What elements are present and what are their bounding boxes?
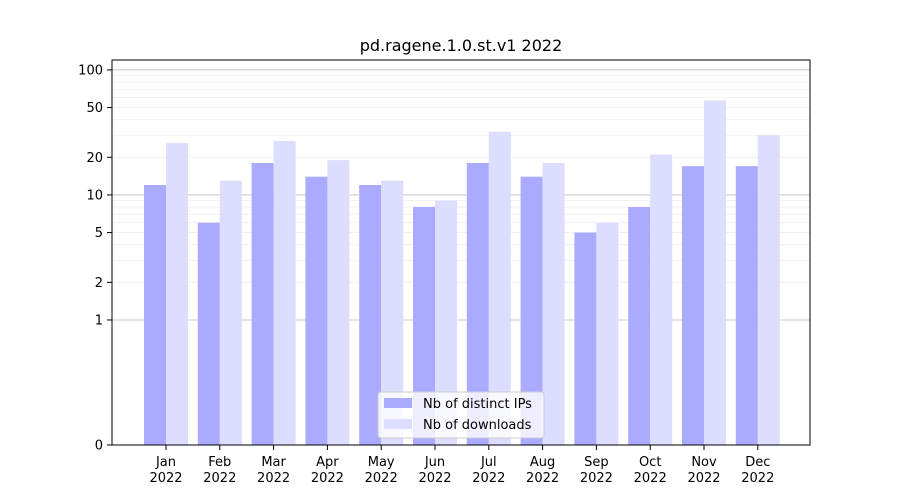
x-tick-label-month: Feb: [208, 455, 231, 470]
bar-ips-jun: [413, 207, 435, 445]
x-tick-label-year: 2022: [365, 471, 398, 486]
y-tick-label: 10: [86, 188, 103, 203]
x-tick-label-year: 2022: [311, 471, 344, 486]
x-tick-label-month: Apr: [316, 455, 339, 470]
x-tick-label-month: Jun: [424, 455, 445, 470]
bar-downloads-sep: [596, 222, 619, 445]
x-tick-label-year: 2022: [687, 471, 720, 486]
legend-label: Nb of distinct IPs: [423, 397, 532, 412]
y-tick-label: 100: [78, 63, 103, 78]
x-tick-label-year: 2022: [257, 471, 290, 486]
bar-downloads-feb: [219, 180, 242, 445]
x-tick-label-month: Jul: [480, 455, 497, 470]
bar-downloads-may: [381, 180, 404, 445]
bar-ips-jul: [466, 163, 489, 445]
bar-downloads-jul: [488, 131, 511, 445]
x-tick-label-month: May: [368, 455, 395, 470]
x-tick-label-year: 2022: [203, 471, 236, 486]
y-tick-label: 2: [95, 276, 103, 291]
x-tick-label-year: 2022: [580, 471, 613, 486]
y-axis: 0 1 2 5 10 20 50 100: [78, 63, 112, 454]
x-tick-label-year: 2022: [634, 471, 667, 486]
x-tick-label-month: Oct: [639, 455, 661, 470]
bar-ips-jan: [144, 185, 166, 445]
bar-ips-sep: [574, 232, 597, 445]
y-tick-label: 0: [95, 439, 103, 454]
x-tick-label-month: Aug: [530, 455, 555, 470]
x-tick-label-month: Jan: [155, 455, 176, 470]
chart-title: pd.ragene.1.0.st.v1 2022: [360, 36, 563, 55]
x-tick-label-month: Dec: [745, 455, 770, 470]
bar-downloads-nov: [704, 100, 726, 445]
x-tick-label-year: 2022: [472, 471, 505, 486]
x-axis: Jan2022Feb2022Mar2022Apr2022May2022Jun20…: [149, 445, 774, 486]
legend-box: [377, 391, 545, 439]
bar-downloads-jun: [435, 200, 457, 445]
bar-ips-oct: [628, 207, 651, 445]
plot-frame: [111, 59, 811, 446]
legend-swatch: [384, 398, 412, 408]
legend-swatch: [384, 419, 412, 429]
y-tick-label: 20: [86, 151, 103, 166]
bar-ips-aug: [520, 176, 543, 445]
x-tick-label-month: Mar: [261, 455, 286, 470]
x-tick-label-year: 2022: [149, 471, 182, 486]
bar-ips-may: [359, 185, 382, 445]
bar-ips-feb: [197, 222, 220, 445]
legend: Nb of distinct IPs Nb of downloads: [377, 391, 545, 439]
x-tick-label-year: 2022: [418, 471, 451, 486]
bar-ips-mar: [251, 163, 274, 445]
x-tick-label-month: Sep: [584, 455, 609, 470]
y-tick-label: 50: [86, 101, 103, 116]
y-tick-label: 1: [95, 313, 103, 328]
bars: [144, 100, 780, 446]
x-tick-label-year: 2022: [526, 471, 559, 486]
bar-downloads-oct: [650, 154, 673, 446]
bar-downloads-aug: [542, 163, 565, 445]
bar-ips-dec: [735, 166, 758, 445]
bar-ips-apr: [305, 176, 328, 445]
legend-label: Nb of downloads: [423, 418, 532, 433]
x-tick-label-year: 2022: [741, 471, 774, 486]
bar-downloads-dec: [757, 135, 780, 445]
bar-ips-nov: [682, 166, 704, 445]
bar-downloads-apr: [327, 160, 350, 445]
x-tick-label-month: Nov: [691, 455, 717, 470]
bar-downloads-jan: [166, 143, 188, 445]
y-tick-label: 5: [95, 226, 103, 241]
bar-downloads-mar: [273, 140, 296, 445]
